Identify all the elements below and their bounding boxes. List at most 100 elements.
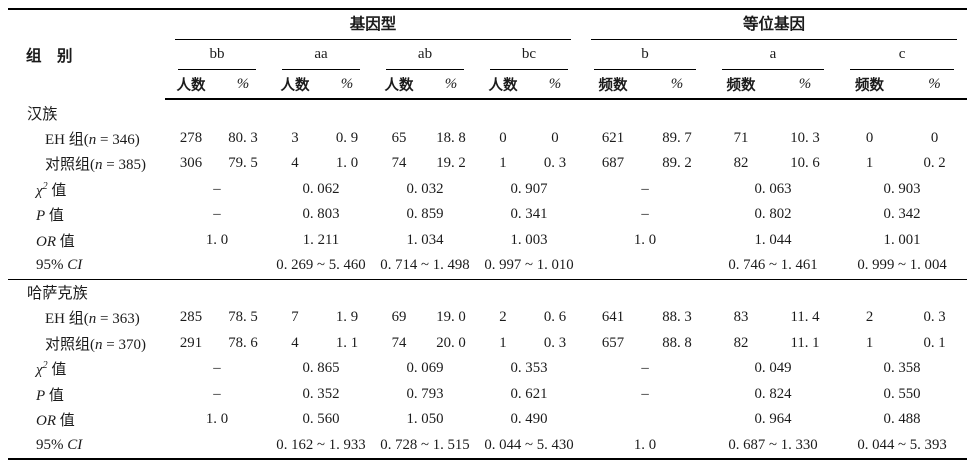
row-kazakh-or: OR 值 1. 0 0. 560 1. 050 0. 490 0. 964 0. 488	[8, 407, 967, 433]
leaf-header-bb-percent: %	[217, 70, 269, 100]
cell-han-p-2: 0. 859	[406, 206, 444, 223]
row-label-chi2: χ2 值	[8, 356, 165, 382]
cell-han-eh-6: 0	[499, 129, 507, 146]
cell-kazakh-or-1: 0. 560	[302, 411, 340, 428]
cell-kazakh-ci-4: 1. 0	[633, 436, 657, 453]
section-title-label: 汉族	[27, 105, 58, 123]
cell-kazakh-eh-12: 2	[865, 309, 874, 326]
group-header-genotype: 基因型	[165, 9, 581, 40]
cell-kazakh-p-6: 0. 550	[883, 385, 921, 402]
cell-kazakh-p-3: 0. 621	[510, 385, 548, 402]
cell-kazakh-eh-0: 285	[179, 309, 203, 326]
section-title-kazakh: 哈萨克族	[8, 278, 968, 305]
cell-kazakh-control-13: 0. 1	[923, 334, 946, 351]
cell-kazakh-control-9: 88. 8	[662, 334, 692, 351]
cell-han-ci-5: 0. 746 ~ 1. 461	[728, 257, 818, 274]
section-row-han: 汉族	[8, 99, 967, 126]
cell-han-control-10: 82	[733, 155, 749, 172]
leaf-header-a-count: 频数	[709, 70, 774, 100]
row-label-italic: n	[95, 336, 103, 353]
cell-kazakh-p-5: 0. 824	[754, 385, 792, 402]
corner-header-group-label: 组 别	[8, 9, 165, 99]
cell-kazakh-or-0: 1. 0	[205, 411, 229, 428]
subheader-label-aa: aa	[314, 46, 328, 62]
row-label-post: 值	[56, 413, 75, 430]
leaf-header-ab-count: 人数	[373, 70, 425, 100]
cell-han-eh-11: 10. 3	[790, 129, 820, 146]
row-label-or: OR 值	[8, 228, 165, 254]
cell-kazakh-control-8: 657	[601, 334, 625, 351]
row-label-control: 对照组(n = 385)	[8, 151, 165, 177]
row-label-italic: OR	[36, 413, 56, 430]
cell-han-or-2: 1. 034	[406, 231, 444, 248]
cell-han-eh-3: 0. 9	[335, 129, 359, 146]
header-row-groups: 组 别 基因型 等位基因	[8, 9, 967, 65]
row-label-pre: 95%	[36, 257, 68, 274]
row-han-control: 对照组(n = 385) 306 79. 5 4 1. 0 74 19. 2 1 0. 3 687…	[8, 151, 967, 177]
cell-han-eh-7: 0	[551, 129, 559, 146]
cell-kazakh-or-2: 1. 050	[406, 411, 444, 428]
row-label-italic: CI	[67, 257, 83, 274]
cell-han-ci-1: 0. 269 ~ 5. 460	[276, 257, 366, 274]
cell-han-eh-4: 65	[391, 129, 407, 146]
cell-han-chi2-3: 0. 907	[510, 180, 548, 197]
cell-kazakh-ci-1: 0. 162 ~ 1. 933	[276, 436, 366, 453]
cell-han-eh-1: 80. 3	[228, 129, 258, 146]
cell-kazakh-ci-3: 0. 044 ~ 5. 430	[484, 436, 574, 453]
cell-han-eh-8: 621	[601, 129, 625, 146]
leaf-header-bb-count: 人数	[165, 70, 217, 100]
cell-han-eh-9: 89. 7	[662, 129, 692, 146]
corner-label: 组 别	[26, 47, 73, 65]
cell-kazakh-eh-3: 1. 9	[335, 309, 359, 326]
leaf-header-a-percent: %	[773, 70, 838, 100]
subheader-rule-bb: bb	[178, 46, 256, 70]
cell-kazakh-control-10: 82	[733, 334, 749, 351]
cell-han-control-3: 1. 0	[335, 155, 359, 172]
cell-kazakh-control-7: 0. 3	[543, 334, 567, 351]
row-label-ci: 95% CI	[8, 253, 165, 279]
leaf-header-bc-percent: %	[529, 70, 582, 100]
cell-kazakh-control-12: 1	[865, 334, 874, 351]
leaf-header-b-percent: %	[645, 70, 710, 100]
cell-kazakh-control-2: 4	[291, 334, 299, 351]
row-label-post: = 346)	[96, 131, 140, 148]
cell-kazakh-ci-6: 0. 044 ~ 5. 393	[857, 436, 947, 453]
group-label-genotype: 基因型	[349, 16, 397, 33]
row-label-post: 值	[47, 182, 67, 199]
cell-kazakh-p-0: –	[213, 385, 221, 402]
cell-han-control-9: 89. 2	[662, 155, 692, 172]
cell-kazakh-chi2-5: 0. 049	[754, 360, 792, 377]
cell-han-p-0: –	[213, 206, 221, 223]
subheader-rule-bc: bc	[490, 46, 569, 70]
row-label-pre: 对照组(	[45, 157, 95, 174]
leaf-header-aa-percent: %	[321, 70, 373, 100]
cell-han-eh-10: 71	[733, 129, 749, 146]
row-label-chi2: χ2 值	[8, 177, 165, 203]
cell-kazakh-control-3: 1. 1	[335, 334, 359, 351]
row-label-p: P 值	[8, 382, 165, 408]
cell-kazakh-eh-11: 11. 4	[790, 309, 820, 326]
cell-kazakh-control-11: 11. 1	[790, 334, 820, 351]
subheader-rule-a: a	[722, 46, 825, 70]
cell-kazakh-eh-1: 78. 5	[228, 309, 258, 326]
row-label-italic: n	[95, 157, 103, 174]
cell-han-ci-4	[581, 253, 709, 279]
row-label-post: 值	[56, 233, 75, 250]
cell-han-ci-0	[165, 253, 269, 279]
leaf-header-aa-count: 人数	[269, 70, 321, 100]
cell-kazakh-or-4	[581, 407, 709, 433]
header-row-subgroups: bb aa ab bc b a c	[8, 40, 967, 70]
leaf-header-b-count: 频数	[581, 70, 646, 100]
subheader-rule-c: c	[850, 46, 955, 70]
row-label-italic: n	[88, 131, 97, 148]
subheader-aa: aa	[269, 40, 373, 70]
row-kazakh-p: P 值 – 0. 352 0. 793 0. 621 – 0. 824 0. 550	[8, 382, 967, 408]
row-label-post: 值	[45, 208, 64, 225]
cell-han-control-11: 10. 6	[790, 155, 820, 172]
row-label-italic: OR	[36, 233, 56, 250]
subheader-label-c: c	[898, 46, 906, 62]
cell-han-chi2-0: –	[213, 180, 221, 197]
cell-han-or-0: 1. 0	[205, 231, 229, 248]
leaf-header-c-count: 频数	[837, 70, 903, 100]
cell-han-chi2-1: 0. 062	[302, 180, 340, 197]
